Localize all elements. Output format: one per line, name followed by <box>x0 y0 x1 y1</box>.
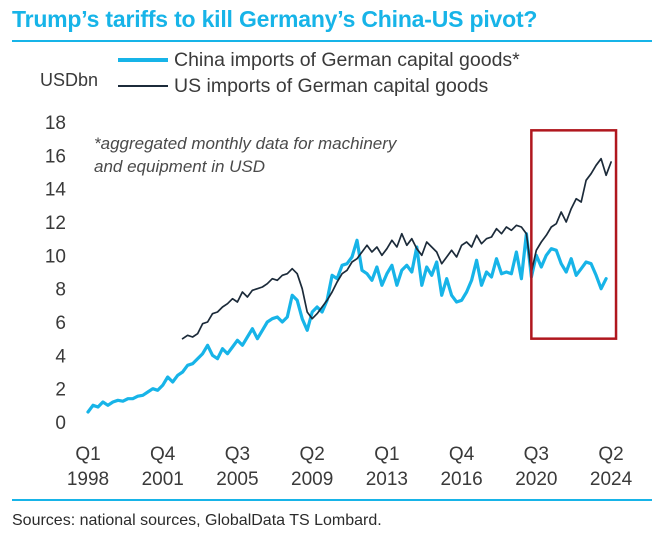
x-tick-label-quarter: Q2 <box>598 444 623 465</box>
x-tick-label-year: 2024 <box>590 469 633 490</box>
series-line-china <box>86 232 608 414</box>
x-tick-label-quarter: Q1 <box>374 444 399 465</box>
x-tick-label-quarter: Q3 <box>524 444 549 465</box>
x-tick-label-year: 2020 <box>515 469 557 490</box>
legend-label-us: US imports of German capital goods <box>174 74 489 97</box>
legend-label-china: China imports of German capital goods* <box>174 48 520 71</box>
y-tick-label: 6 <box>55 313 66 334</box>
source-note: Sources: national sources, GlobalData TS… <box>12 512 382 529</box>
x-tick-label-quarter: Q4 <box>449 444 475 465</box>
highlight-box <box>530 129 618 340</box>
y-tick-label: 18 <box>45 113 66 134</box>
legend-swatch-us <box>118 85 168 87</box>
y-tick-label: 16 <box>45 146 66 167</box>
x-tick-label-year: 2005 <box>216 469 258 490</box>
x-tick-label-year: 2001 <box>142 469 184 490</box>
y-tick-label: 8 <box>55 280 66 301</box>
x-tick-label-year: 1998 <box>67 469 109 490</box>
x-tick-label-year: 2013 <box>366 469 408 490</box>
x-tick-label-quarter: Q3 <box>225 444 250 465</box>
legend-item-china: China imports of German capital goods* <box>118 49 520 71</box>
y-tick-label: 12 <box>45 213 66 234</box>
y-tick-label: 2 <box>55 380 66 401</box>
chart-title: Trump’s tariffs to kill Germany’s China-… <box>12 6 538 32</box>
series-line-us <box>181 157 612 340</box>
chart-annotation: *aggregated monthly data for machinery a… <box>94 134 397 176</box>
x-tick-label-year: 2016 <box>440 469 482 490</box>
legend-swatch-china <box>118 58 168 62</box>
title-rule <box>12 40 652 42</box>
x-tick-label-year: 2009 <box>291 469 333 490</box>
x-tick-label-quarter: Q4 <box>150 444 176 465</box>
footer-rule <box>12 499 652 501</box>
y-tick-label: 4 <box>55 346 66 367</box>
x-tick-label-quarter: Q1 <box>75 444 100 465</box>
y-tick-label: 14 <box>45 180 67 201</box>
y-tick-label: 0 <box>55 413 66 434</box>
x-tick-label-quarter: Q2 <box>299 444 324 465</box>
y-tick-label: 10 <box>45 246 66 267</box>
y-axis-unit: USDbn <box>40 70 99 90</box>
legend-item-us: US imports of German capital goods <box>118 75 488 97</box>
